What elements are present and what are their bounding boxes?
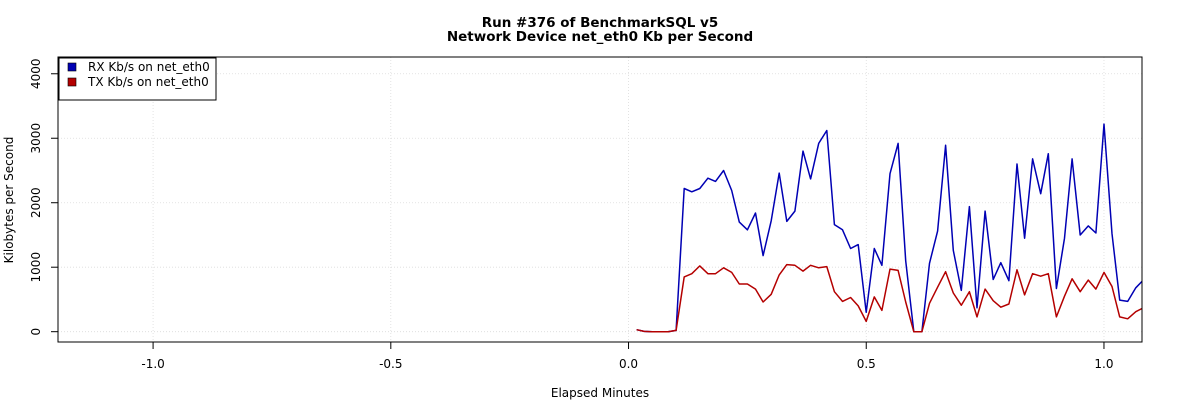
x-axis: -1.0 -0.5 0.0 0.5 1.0 [141, 342, 1114, 371]
y-axis-label: Kilobytes per Second [2, 137, 16, 264]
grid-lines [58, 57, 1142, 342]
y-tick-label-2: 2000 [29, 187, 43, 218]
y-tick-label-1: 1000 [29, 252, 43, 283]
series-line-1 [636, 263, 1143, 333]
legend-label-0: RX Kb/s on net_eth0 [88, 60, 210, 74]
legend-label-1: TX Kb/s on net_eth0 [87, 75, 209, 89]
y-tick-label-3: 3000 [29, 123, 43, 154]
y-tick-label-4: 4000 [29, 59, 43, 90]
chart-subtitle: Network Device net_eth0 Kb per Second [447, 29, 753, 45]
series-lines [636, 123, 1143, 333]
y-tick-label-0: 0 [29, 328, 43, 336]
x-axis-label: Elapsed Minutes [551, 386, 649, 400]
x-tick-label-4: 1.0 [1094, 357, 1113, 371]
chart-title: Run #376 of BenchmarkSQL v5 [482, 15, 719, 31]
y-axis: 0 1000 2000 3000 4000 [29, 59, 58, 336]
legend-swatch-0 [67, 62, 77, 72]
legend-box [58, 57, 217, 101]
plot-area-frame [57, 56, 1143, 343]
x-tick-label-3: 0.5 [857, 357, 876, 371]
legend-swatch-1 [67, 77, 77, 87]
x-tick-label-2: 0.0 [619, 357, 638, 371]
x-tick-label-1: -0.5 [379, 357, 402, 371]
x-tick-label-0: -1.0 [141, 357, 164, 371]
series-line-0 [636, 123, 1143, 333]
